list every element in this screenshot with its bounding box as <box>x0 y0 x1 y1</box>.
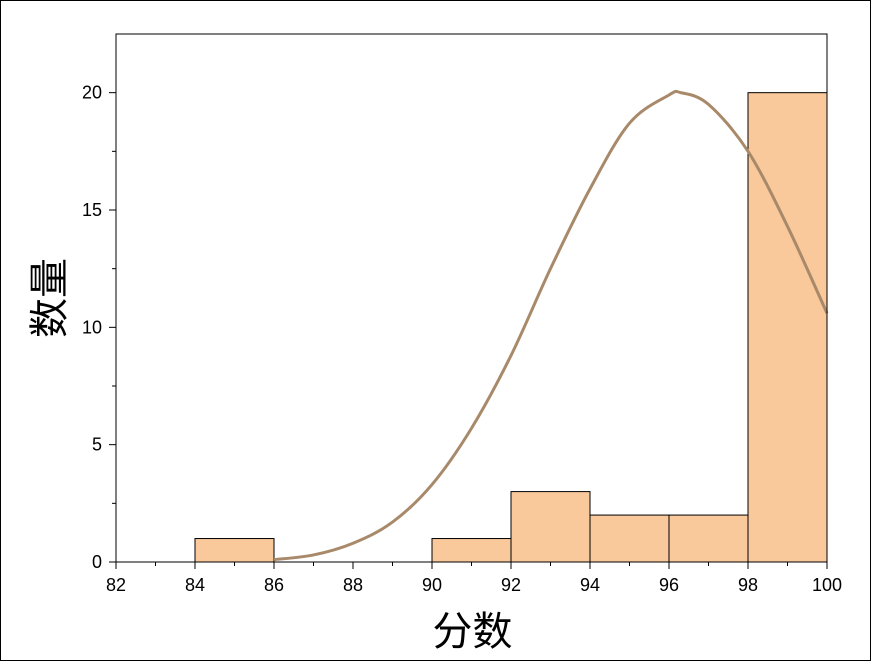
x-tick-label: 86 <box>264 575 284 595</box>
x-tick-label: 100 <box>812 575 842 595</box>
y-tick-label: 0 <box>92 552 102 572</box>
x-tick-label: 98 <box>738 575 758 595</box>
y-tick-label: 15 <box>82 200 102 220</box>
bars-group <box>194 92 828 563</box>
y-tick-label: 10 <box>82 317 102 337</box>
x-axis-title: 分数 <box>433 609 513 655</box>
x-tick-label: 82 <box>106 575 126 595</box>
histogram-bar-90-92 <box>431 538 512 563</box>
x-tick-label: 94 <box>580 575 600 595</box>
x-tick-label: 90 <box>422 575 442 595</box>
x-tick-label: 88 <box>343 575 363 595</box>
x-tick-label: 96 <box>659 575 679 595</box>
histogram-bar-96-98 <box>668 514 749 563</box>
histogram-bar-84-86 <box>194 538 275 563</box>
histogram-bar-94-96 <box>589 514 670 563</box>
normal-fit-curve <box>273 89 829 562</box>
y-axis-title: 数量 <box>27 258 73 338</box>
x-axis-ticks: 82 84 86 88 90 92 94 96 98 100 <box>106 562 842 595</box>
y-axis-ticks: 0 5 10 15 20 <box>82 83 116 572</box>
x-tick-label: 84 <box>185 575 205 595</box>
x-tick-label: 92 <box>501 575 521 595</box>
y-tick-label: 5 <box>92 435 102 455</box>
plot-area-frame <box>115 33 828 563</box>
histogram-bar-92-94 <box>510 491 591 563</box>
y-tick-label: 20 <box>82 83 102 103</box>
histogram-bar-98-100 <box>747 92 828 563</box>
